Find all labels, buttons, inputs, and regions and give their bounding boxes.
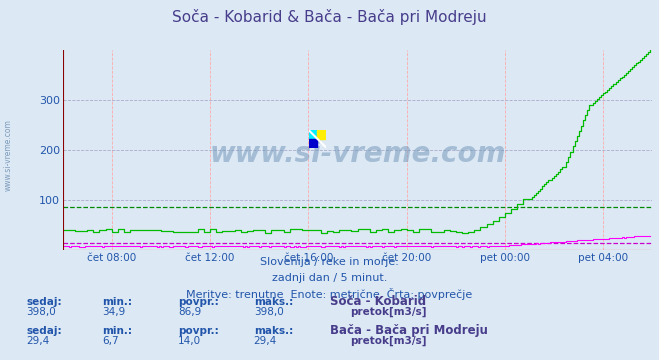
Text: 398,0: 398,0 <box>254 307 283 317</box>
Text: pretok[m3/s]: pretok[m3/s] <box>351 307 427 317</box>
Text: Soča - Kobarid & Bača - Bača pri Modreju: Soča - Kobarid & Bača - Bača pri Modreju <box>172 9 487 25</box>
Text: 86,9: 86,9 <box>178 307 201 317</box>
Text: Slovenija / reke in morje.: Slovenija / reke in morje. <box>260 257 399 267</box>
Text: zadnji dan / 5 minut.: zadnji dan / 5 minut. <box>272 273 387 283</box>
Text: 14,0: 14,0 <box>178 336 201 346</box>
Text: Bača - Bača pri Modreju: Bača - Bača pri Modreju <box>330 324 488 337</box>
Text: min.:: min.: <box>102 326 132 336</box>
Text: sedaj:: sedaj: <box>26 326 62 336</box>
Text: maks.:: maks.: <box>254 326 293 336</box>
Text: Meritve: trenutne  Enote: metrične  Črta: povprečje: Meritve: trenutne Enote: metrične Črta: … <box>186 288 473 300</box>
Text: www.si-vreme.com: www.si-vreme.com <box>210 140 505 168</box>
Text: 34,9: 34,9 <box>102 307 125 317</box>
Text: 29,4: 29,4 <box>26 336 49 346</box>
Text: povpr.:: povpr.: <box>178 297 219 307</box>
Text: www.si-vreme.com: www.si-vreme.com <box>3 119 13 191</box>
Text: pretok[m3/s]: pretok[m3/s] <box>351 336 427 346</box>
Text: Soča - Kobarid: Soča - Kobarid <box>330 295 426 308</box>
Text: 6,7: 6,7 <box>102 336 119 346</box>
Text: 398,0: 398,0 <box>26 307 56 317</box>
Text: min.:: min.: <box>102 297 132 307</box>
Text: 29,4: 29,4 <box>254 336 277 346</box>
Polygon shape <box>308 130 318 139</box>
Text: povpr.:: povpr.: <box>178 326 219 336</box>
Text: sedaj:: sedaj: <box>26 297 62 307</box>
Polygon shape <box>318 130 326 139</box>
Text: maks.:: maks.: <box>254 297 293 307</box>
Polygon shape <box>308 139 318 148</box>
